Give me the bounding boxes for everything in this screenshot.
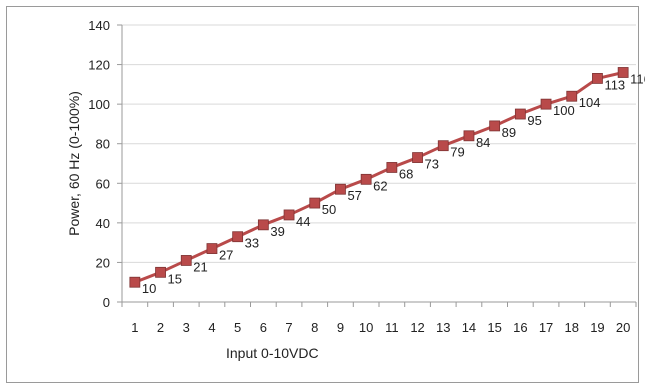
data-label: 57 (347, 188, 361, 203)
data-label: 95 (527, 113, 541, 128)
y-axis-label: Power, 60 Hz (0-100%) (66, 91, 82, 236)
y-tick-label: 120 (88, 58, 110, 73)
x-tick-label: 9 (337, 320, 344, 335)
data-point-marker (540, 98, 552, 110)
y-tick-label: 60 (96, 176, 110, 191)
data-label: 79 (450, 145, 464, 160)
y-tick-label: 140 (88, 18, 110, 33)
x-tick-label: 20 (616, 320, 630, 335)
y-tick-labels: 0 20 40 60 80 100 120 140 (88, 18, 110, 310)
data-point-marker (617, 67, 629, 78)
x-tick-label: 16 (513, 320, 527, 335)
data-point-marker (437, 140, 449, 152)
y-tick-label: 20 (96, 255, 110, 270)
x-tick-label: 12 (410, 320, 424, 335)
data-point-marker (232, 231, 244, 243)
data-point-marker (283, 209, 295, 221)
data-point-marker (206, 243, 218, 254)
data-label: 15 (168, 271, 182, 286)
data-point-marker (155, 266, 166, 278)
data-label: 73 (425, 157, 439, 172)
data-point-marker (309, 197, 321, 209)
data-point-marker (360, 173, 372, 185)
data-point-marker (129, 276, 141, 288)
x-tick-label: 19 (590, 320, 604, 335)
y-tick-label: 80 (96, 137, 110, 152)
data-label: 50 (322, 202, 336, 217)
data-label: 104 (579, 95, 601, 110)
chart-frame (6, 6, 639, 383)
y-tick-label: 100 (88, 97, 110, 112)
axes (117, 24, 637, 307)
x-tick-label: 14 (462, 320, 476, 335)
x-tick-label: 8 (311, 320, 318, 335)
data-point-marker (412, 152, 423, 163)
data-point-marker (386, 162, 398, 173)
data-label: 68 (399, 166, 413, 181)
data-point-marker (592, 73, 603, 84)
data-label: 100 (553, 103, 575, 118)
x-axis-label: Input 0-10VDC (226, 345, 319, 361)
x-tick-label: 6 (260, 320, 267, 335)
x-tick-label: 7 (285, 320, 292, 335)
data-label: 44 (296, 214, 310, 229)
data-label: 21 (193, 259, 207, 274)
y-tick-label: 0 (103, 295, 110, 310)
grid-lines (122, 24, 636, 263)
data-label: 89 (502, 125, 516, 140)
data-label: 116 (630, 71, 645, 86)
data-point-marker (514, 108, 526, 120)
x-tick-label: 5 (234, 320, 241, 335)
x-tick-label: 4 (208, 320, 215, 335)
y-tick-label: 40 (96, 216, 110, 231)
x-tick-label: 18 (565, 320, 579, 335)
data-point-marker (489, 120, 501, 132)
data-point-marker (463, 130, 475, 142)
data-label: 27 (219, 248, 233, 263)
data-label: 62 (373, 178, 387, 193)
x-tick-label: 10 (359, 320, 373, 335)
data-label: 39 (270, 224, 284, 239)
data-point-marker (180, 255, 192, 266)
data-label: 33 (245, 236, 259, 251)
x-tick-label: 15 (487, 320, 501, 335)
data-label: 113 (604, 77, 625, 92)
data-point-marker (335, 183, 346, 195)
x-tick-label: 13 (436, 320, 450, 335)
x-tick-labels: 1 2 3 4 5 6 7 8 9 10 11 12 13 14 15 16 17 18 19 20 (131, 320, 630, 335)
data-labels: 1015212733394450576268737984899510010411… (142, 71, 645, 296)
data-series (129, 67, 629, 288)
x-tick-label: 3 (183, 320, 190, 335)
data-point-marker (566, 90, 578, 102)
x-tick-label: 11 (385, 320, 399, 335)
x-tick-label: 17 (539, 320, 553, 335)
data-label: 10 (142, 281, 156, 296)
x-tick-label: 2 (157, 320, 164, 335)
data-point-marker (257, 219, 269, 231)
data-label: 84 (476, 135, 490, 150)
x-tick-label: 1 (131, 320, 138, 335)
